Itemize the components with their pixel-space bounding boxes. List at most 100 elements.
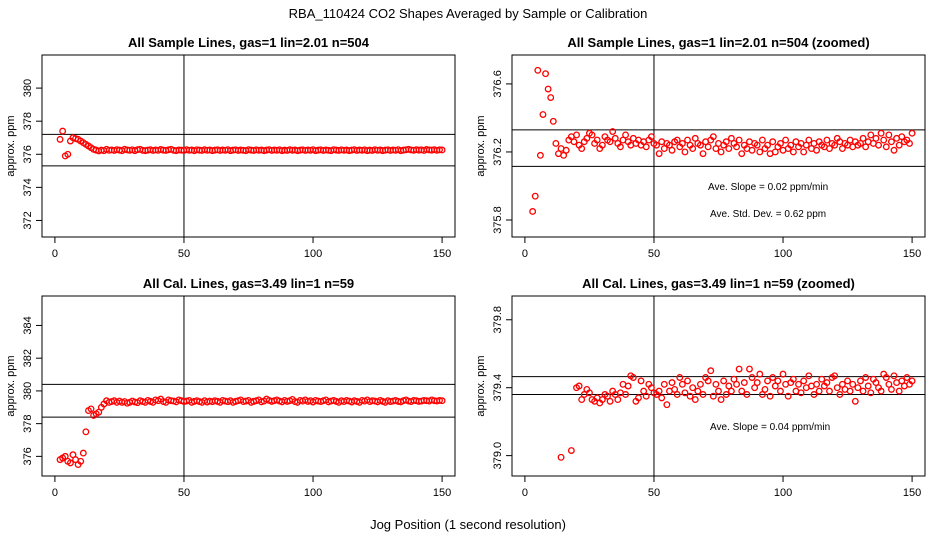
data-point (544, 85, 552, 93)
x-tick-label: 100 (774, 487, 792, 499)
y-axis-label: approx. ppm (475, 355, 487, 416)
data-point (699, 391, 707, 398)
data-point (872, 134, 880, 142)
data-point (758, 136, 766, 144)
data-point (746, 365, 753, 373)
data-point (598, 396, 606, 404)
data-point (851, 397, 859, 405)
data-point (727, 134, 735, 142)
data-point (748, 146, 756, 154)
data-point (844, 377, 852, 385)
data-point (779, 370, 787, 378)
data-point (691, 134, 699, 142)
data-point (795, 380, 802, 388)
data-point (560, 151, 568, 159)
data-point (717, 148, 725, 156)
data-point (562, 146, 570, 154)
data-point (689, 145, 697, 153)
x-tick-label: 0 (522, 248, 528, 260)
data-point (898, 133, 906, 141)
data-point (709, 392, 717, 400)
data-point (676, 374, 684, 381)
data-point (756, 370, 764, 378)
data-point (622, 391, 630, 398)
y-tick-label: 382 (22, 349, 34, 367)
x-tick-label: 150 (433, 248, 451, 260)
data-point (673, 391, 681, 398)
data-point (862, 374, 870, 381)
data-point (864, 382, 872, 390)
plot-frame (511, 54, 926, 238)
data-point (655, 387, 663, 395)
data-point (715, 387, 722, 395)
data-point (681, 148, 689, 156)
data-point (802, 141, 810, 149)
figure-xlabel: Jog Position (1 second resolution) (370, 517, 566, 532)
data-point (616, 143, 624, 151)
data-point (774, 377, 782, 385)
x-tick-label: 150 (903, 487, 921, 499)
annotation-text: Ave. Std. Dev. = 0.62 ppm (710, 209, 826, 220)
data-point (658, 394, 666, 402)
data-point (536, 151, 544, 159)
panel-title: All Cal. Lines, gas=3.49 lin=1 n=59 (143, 276, 354, 291)
data-point (653, 141, 660, 149)
data-point (831, 141, 839, 149)
data-point (815, 387, 823, 395)
data-point (738, 387, 746, 395)
data-point (887, 385, 895, 393)
data-point (552, 139, 560, 147)
data-point (66, 459, 74, 467)
data-point (753, 141, 761, 149)
data-point (813, 146, 821, 154)
plot-frame (41, 54, 456, 238)
data-point (769, 138, 777, 146)
data-point (668, 379, 676, 387)
y-tick-label: 376.2 (492, 138, 504, 166)
y-tick-label: 378 (22, 112, 34, 130)
y-tick-label: 379.0 (492, 442, 504, 470)
data-point (890, 146, 898, 154)
data-point (87, 405, 95, 413)
data-point (735, 136, 743, 144)
data-point (629, 374, 637, 381)
data-point (696, 141, 704, 149)
data-point (859, 134, 867, 142)
data-point (805, 136, 813, 144)
data-point (438, 146, 446, 154)
data-point (678, 139, 686, 147)
y-tick-label: 380 (22, 79, 34, 97)
data-point (611, 134, 619, 142)
data-point (609, 128, 617, 135)
data-point (56, 135, 64, 143)
data-point (738, 150, 746, 158)
data-point (898, 377, 906, 385)
data-point (694, 387, 702, 395)
data-point (789, 375, 797, 383)
x-tick-label: 150 (433, 487, 451, 499)
data-point (567, 447, 575, 454)
data-point (836, 391, 844, 398)
data-point (660, 380, 668, 388)
data-point (707, 367, 715, 375)
data-point (614, 396, 622, 404)
data-point (862, 143, 870, 151)
data-point (826, 387, 833, 395)
data-point (743, 391, 751, 398)
data-point (872, 379, 880, 387)
data-point (673, 136, 681, 144)
data-point (880, 136, 888, 144)
data-point (588, 131, 596, 139)
data-point (686, 392, 694, 400)
plot-frame (41, 295, 456, 477)
y-axis-label: approx. ppm (5, 115, 17, 176)
data-point (877, 129, 885, 137)
panel-sample: All Sample Lines, gas=1 lin=2.01 n=504 0 5… (5, 35, 456, 260)
data-point (712, 145, 720, 153)
x-tick-label: 100 (304, 487, 322, 499)
data-point (895, 387, 903, 395)
data-point (539, 111, 547, 118)
data-point (800, 377, 808, 385)
data-point (578, 396, 586, 404)
